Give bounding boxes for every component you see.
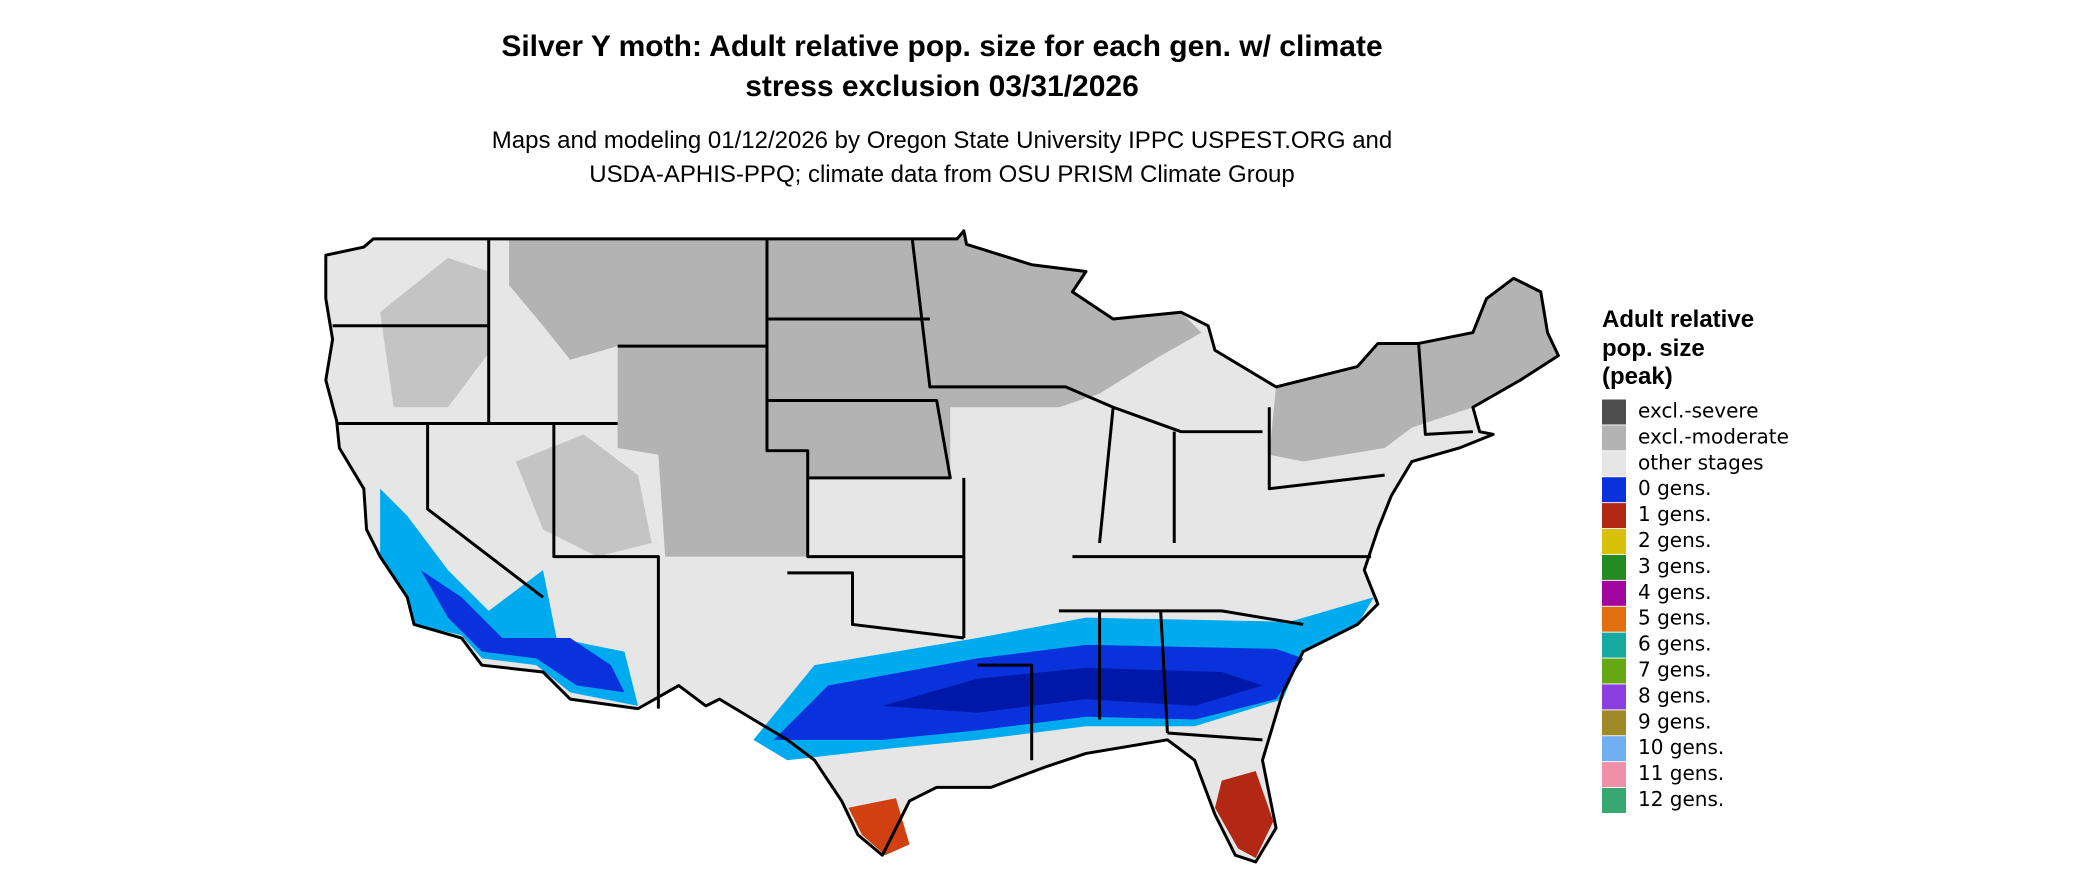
subtitle-line: Maps and modeling 01/12/2026 by Oregon S… (492, 127, 1392, 154)
map (324, 229, 1560, 864)
legend-swatch (1602, 399, 1626, 425)
legend-label: 3 gens. (1638, 554, 1712, 578)
state-borders (324, 229, 1560, 864)
legend-swatch (1602, 554, 1626, 580)
legend-title-line: (peak) (1602, 363, 1673, 390)
legend-swatch (1602, 529, 1626, 554)
legend-label: 12 gens. (1638, 787, 1724, 811)
legend-swatch (1602, 503, 1626, 529)
legend-title-line: Adult relative (1602, 306, 1754, 333)
legend-label: 7 gens. (1638, 658, 1712, 682)
legend-title-line: pop. size (1602, 335, 1705, 362)
legend-label: 11 gens. (1638, 761, 1724, 785)
legend-swatch (1602, 580, 1626, 606)
legend-label: 6 gens. (1638, 632, 1712, 656)
one-gen-texas (848, 798, 910, 856)
excluded-west (380, 257, 489, 408)
one-gen-florida (1214, 771, 1274, 858)
excluded-rockies (515, 434, 652, 557)
legend-label: 1 gens. (1638, 502, 1712, 526)
title-line: stress exclusion 03/31/2026 (745, 70, 1139, 103)
subtitle-line: USDA-APHIS-PPQ; climate data from OSU PR… (589, 161, 1295, 188)
zero-gens-dark (882, 667, 1263, 713)
legend-label: 10 gens. (1638, 735, 1724, 759)
excluded-north (509, 230, 1202, 557)
legend-swatch (1602, 684, 1626, 710)
legend-swatch (1602, 658, 1626, 684)
legend-label: 2 gens. (1638, 528, 1712, 552)
legend-swatch (1602, 451, 1626, 477)
excluded-northeast (1269, 278, 1559, 462)
legend-swatch (1602, 788, 1626, 813)
legend-label: 4 gens. (1638, 580, 1712, 604)
legend-label: 9 gens. (1638, 709, 1712, 733)
legend-label: other stages (1638, 450, 1764, 474)
legend-label: 0 gens. (1638, 476, 1712, 500)
zero-gens-west-core (420, 570, 625, 693)
legend-swatch (1602, 710, 1626, 736)
legend-swatch (1602, 632, 1626, 658)
legend-label: 8 gens. (1638, 683, 1712, 707)
legend-swatch (1602, 762, 1626, 788)
legend-swatch (1602, 425, 1626, 451)
legend-label: 5 gens. (1638, 606, 1712, 630)
legend-swatch (1602, 606, 1626, 632)
legend-swatch (1602, 477, 1626, 503)
title-line: Silver Y moth: Adult relative pop. size … (501, 30, 1382, 63)
legend-swatch (1602, 736, 1626, 762)
legend-label: excl.-moderate (1638, 424, 1789, 448)
legend-label: excl.-severe (1638, 399, 1759, 423)
